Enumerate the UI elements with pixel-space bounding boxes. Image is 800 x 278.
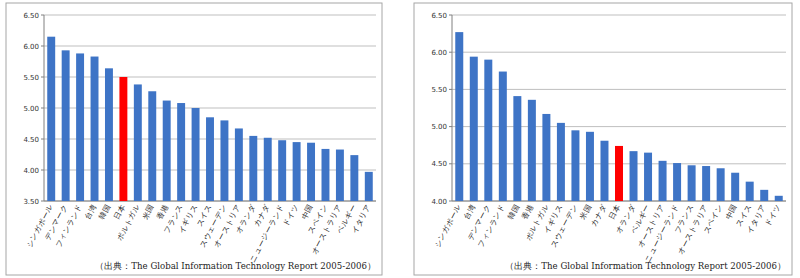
chart-1: 4.004.505.005.506.006.50シンガポール台湾デンマークフィン… [414,3,792,275]
bar [119,77,127,201]
category-label: フィンランド [476,203,506,250]
bar [717,168,725,201]
bar [470,57,478,201]
bar [163,101,171,201]
tick-label: 6.50 [431,12,447,20]
bar [586,132,594,201]
bar [542,114,550,201]
bar [644,153,652,201]
tick-label: 5.50 [23,74,39,82]
bar [264,138,272,201]
bar [775,196,783,201]
category-label: カナダ [589,202,609,228]
chart-svg: 3.504.004.505.005.506.006.50シンガポールデンマークフ… [0,0,800,278]
tick-label: 5.50 [431,86,447,94]
bar [499,72,507,201]
category-label: イギリス [176,203,199,235]
bar [134,84,142,201]
tick-label: 6.50 [23,12,39,20]
bar [76,53,84,201]
grid-line [44,15,376,16]
category-label: スウェーデン [549,203,579,250]
bar [62,50,70,201]
tick-label: 3.50 [23,198,39,206]
bar [235,128,243,201]
category-label: フィンランド [53,203,83,250]
bar [702,166,710,201]
bar [293,142,301,201]
bar [630,151,638,201]
bar [615,146,623,201]
bar [455,32,463,201]
tick-label: 5.00 [431,123,447,131]
bar [760,190,768,201]
bar [571,130,579,201]
tick-label: 4.00 [431,198,447,206]
bar [513,96,521,201]
bars [455,32,782,201]
source-note: （出典：The Global Information Technology Re… [505,261,786,271]
bar [350,155,358,201]
bar [192,108,200,201]
category-label: スペイン [701,203,724,235]
source-note: （出典：The Global Information Technology Re… [95,261,376,271]
y-axis [452,15,453,201]
tick-label: 4.50 [23,136,39,144]
bar [365,172,373,201]
bar [307,143,315,201]
bar [105,68,113,201]
bar [528,100,536,201]
grid-line [452,52,786,53]
bar [484,60,492,201]
chart-root: 3.504.004.505.005.506.006.50シンガポールデンマークフ… [0,0,800,278]
category-label: ポルトガル [115,203,142,243]
category-label: 韓国 [506,203,521,221]
bar [600,141,608,201]
grid-line [452,15,786,16]
chart-frame [6,3,382,275]
category-label: オランダ [234,202,257,235]
tick-label: 4.50 [431,160,447,168]
chart-0: 3.504.004.505.005.506.006.50シンガポールデンマークフ… [6,3,382,275]
category-label: ニュージーランド [248,203,286,264]
category-label: 台湾 [83,203,98,221]
bar [673,163,681,201]
bar [688,165,696,201]
bar [746,182,754,201]
bars [47,37,373,201]
bar [659,161,667,201]
bar [278,140,286,201]
bar [249,136,257,201]
category-label: 米国 [141,203,156,221]
bar [336,150,344,201]
bar [148,91,156,201]
category-label: イタリア [350,203,373,235]
bar [731,173,739,201]
bar [47,37,55,201]
bar [322,149,330,201]
tick-label: 4.00 [23,167,39,175]
chart-frame [414,3,792,275]
category-label: イタリア [745,203,768,235]
category-label: 韓国 [97,203,112,221]
tick-label: 6.00 [431,49,447,57]
bar [91,57,99,201]
category-label: ドイツ [763,203,782,228]
bar [206,117,214,201]
bar [177,103,185,201]
category-label: シンガポール [433,203,463,250]
grid-line [44,46,376,47]
category-label: ドイツ [281,203,300,228]
y-axis [44,15,45,201]
bar [557,123,565,201]
bar [220,120,228,201]
tick-label: 5.00 [23,105,39,113]
tick-label: 6.00 [23,43,39,51]
